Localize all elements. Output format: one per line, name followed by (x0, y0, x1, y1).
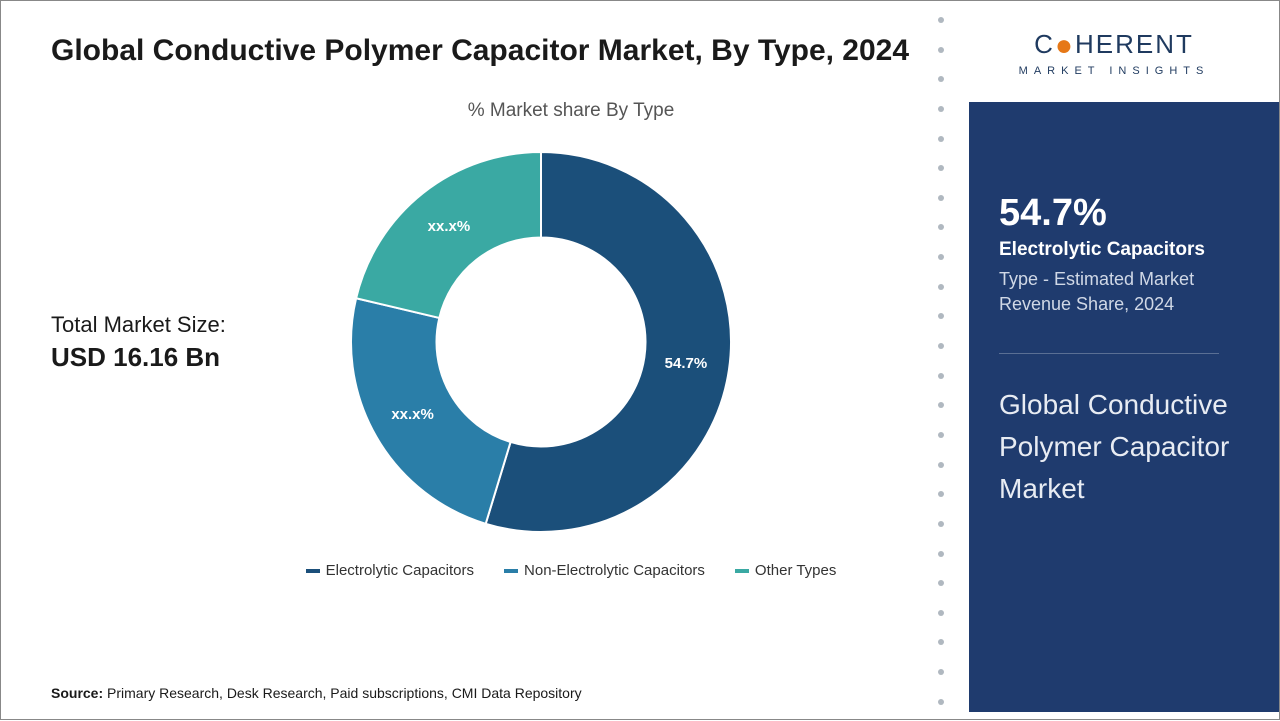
logo-sub: MARKET INSIGHTS (979, 65, 1249, 77)
donut-slice (356, 152, 541, 318)
logo-bullet-icon: ● (1055, 29, 1075, 62)
source-text: Primary Research, Desk Research, Paid su… (103, 685, 582, 701)
legend-label: Non-Electrolytic Capacitors (524, 562, 705, 579)
panel-divider (999, 353, 1219, 354)
chart-title: Global Conductive Polymer Capacitor Mark… (51, 31, 911, 70)
legend-label: Other Types (755, 562, 836, 579)
legend-item: Electrolytic Capacitors (306, 562, 474, 579)
stat-name: Electrolytic Capacitors (999, 239, 1249, 261)
logo-main: C●HERENT (979, 29, 1249, 63)
market-size-label: Total Market Size: (51, 312, 311, 338)
legend-item: Non-Electrolytic Capacitors (504, 562, 705, 579)
legend-swatch (306, 569, 320, 573)
legend: Electrolytic Capacitors Non-Electrolytic … (231, 562, 911, 579)
divider-dots (936, 1, 946, 721)
brand-logo: C●HERENT MARKET INSIGHTS (949, 1, 1279, 77)
panel-title: Global Conductive Polymer Capacitor Mark… (999, 384, 1249, 510)
source-line: Source: Primary Research, Desk Research,… (51, 685, 582, 701)
market-size-block: Total Market Size: USD 16.16 Bn (51, 312, 331, 373)
legend-item: Other Types (735, 562, 836, 579)
stat-percentage: 54.7% (999, 192, 1249, 235)
source-label: Source: (51, 685, 103, 701)
legend-label: Electrolytic Capacitors (326, 562, 474, 579)
main-chart-area: Global Conductive Polymer Capacitor Mark… (1, 1, 931, 721)
stat-panel: 54.7% Electrolytic Capacitors Type - Est… (969, 102, 1279, 712)
legend-swatch (504, 569, 518, 573)
chart-row: Total Market Size: USD 16.16 Bn 54.7%xx.… (51, 132, 911, 552)
right-column: C●HERENT MARKET INSIGHTS 54.7% Electroly… (949, 1, 1279, 721)
donut-slice (351, 298, 511, 524)
market-size-value: USD 16.16 Bn (51, 342, 311, 373)
donut-chart: 54.7%xx.x%xx.x% (331, 132, 751, 552)
legend-swatch (735, 569, 749, 573)
stat-description: Type - Estimated Market Revenue Share, 2… (999, 267, 1249, 317)
chart-subtitle: % Market share By Type (231, 100, 911, 122)
